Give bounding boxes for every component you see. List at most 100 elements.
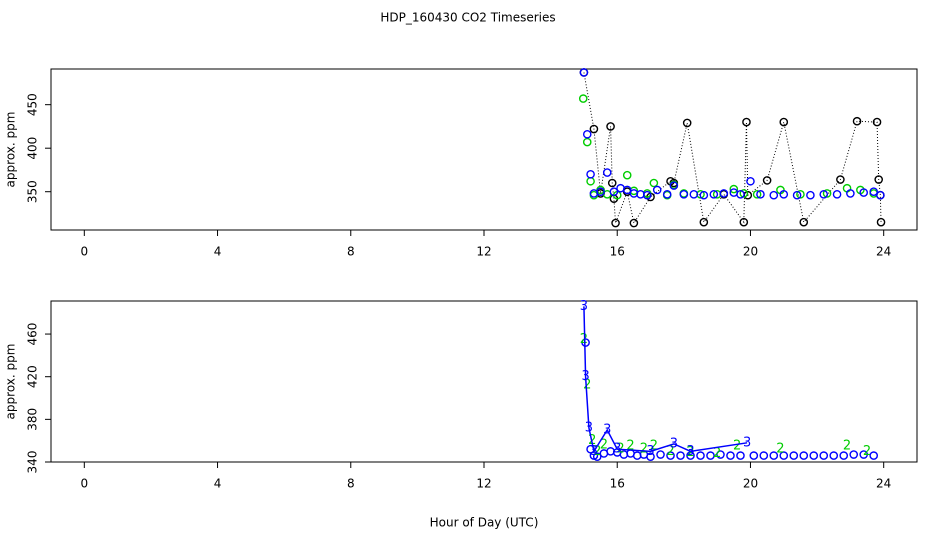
data-point	[699, 217, 709, 227]
data-point	[716, 450, 725, 459]
data-point	[806, 190, 815, 200]
data-point	[652, 185, 662, 195]
data-point	[696, 451, 705, 460]
data-point	[662, 190, 672, 199]
data-point	[706, 451, 715, 460]
data-point: 3	[743, 435, 751, 450]
data-point	[869, 187, 879, 197]
y-tick-label: 450	[26, 93, 40, 116]
data-point	[679, 190, 689, 199]
data-point	[819, 190, 829, 199]
data-point	[752, 190, 762, 199]
data-point	[582, 137, 592, 147]
series-line	[583, 306, 748, 454]
data-point	[699, 190, 709, 200]
data-point	[609, 187, 619, 197]
data-point	[792, 190, 802, 200]
data-point: 2	[863, 444, 871, 459]
data-point	[589, 124, 599, 134]
data-point	[646, 452, 655, 461]
data-point	[819, 451, 829, 460]
data-point: 3	[603, 423, 611, 438]
data-point	[779, 190, 789, 199]
x-tick-label: 4	[214, 245, 222, 259]
y-tick-label: 380	[26, 408, 40, 431]
data-point	[656, 450, 665, 459]
data-point	[578, 94, 588, 103]
data-point: 2	[580, 332, 588, 347]
data-point	[874, 175, 883, 184]
data-point: 3	[686, 444, 694, 459]
data-point: 3	[670, 436, 678, 451]
data-point	[582, 129, 592, 139]
chart-title: HDP_160430 CO2 Timeseries	[380, 11, 555, 25]
data-point	[829, 451, 839, 460]
data-point: 2	[583, 378, 591, 393]
data-point	[799, 451, 809, 460]
data-point	[596, 187, 605, 197]
data-point	[736, 451, 745, 460]
data-point	[649, 178, 659, 188]
data-point	[822, 189, 832, 198]
data-point	[592, 452, 602, 461]
data-point	[739, 189, 749, 198]
data-point	[642, 190, 652, 200]
data-point	[846, 189, 855, 198]
x-tick-label: 16	[610, 245, 625, 259]
plot-frame	[50, 68, 918, 231]
data-point	[756, 190, 765, 199]
data-point: 2	[626, 439, 634, 454]
data-point	[607, 178, 617, 188]
data-point	[611, 218, 620, 228]
data-point: 2	[600, 437, 608, 452]
x-tick-label: 12	[476, 245, 491, 259]
data-point: 2	[666, 444, 674, 459]
x-tick-label: 20	[743, 477, 758, 491]
data-point	[729, 184, 739, 194]
data-point	[859, 188, 869, 197]
x-tick-label: 24	[876, 245, 891, 259]
data-point: 3	[580, 299, 588, 314]
data-point	[852, 116, 862, 126]
data-point	[876, 217, 886, 227]
data-point: 2	[843, 439, 851, 454]
y-axis-label: approx. ppm	[4, 344, 18, 420]
data-point	[586, 170, 595, 179]
x-tick-label: 4	[214, 477, 222, 491]
x-tick-label: 8	[347, 245, 355, 259]
y-tick-label: 460	[26, 323, 40, 346]
data-point	[832, 190, 842, 199]
data-point	[739, 217, 749, 227]
data-point: 2	[593, 444, 601, 459]
data-point	[669, 181, 679, 190]
data-point	[736, 190, 745, 199]
data-point	[606, 122, 615, 131]
data-point	[799, 217, 809, 227]
data-point: 3	[581, 369, 589, 384]
data-point	[769, 190, 779, 200]
data-point	[759, 451, 769, 460]
y-tick-label: 420	[26, 365, 40, 388]
data-point	[779, 117, 789, 127]
data-point	[876, 190, 885, 200]
data-point	[836, 175, 845, 184]
data-point	[602, 168, 612, 177]
data-point	[809, 451, 819, 460]
plot-frame	[50, 300, 918, 463]
data-point	[719, 189, 729, 198]
x-axis-label: Hour of Day (UTC)	[430, 516, 539, 530]
data-point	[746, 176, 755, 186]
data-point: 2	[713, 446, 721, 461]
y-tick-label: 400	[26, 137, 40, 160]
x-tick-label: 12	[476, 477, 491, 491]
y-tick-label: 350	[26, 180, 40, 203]
data-point: 2	[686, 445, 694, 460]
y-axis-label: approx. ppm	[4, 112, 18, 188]
data-point: 2	[640, 442, 648, 457]
data-point	[869, 451, 879, 460]
data-point	[586, 176, 595, 186]
data-point	[676, 451, 685, 460]
data-point	[789, 451, 799, 460]
data-point	[796, 190, 805, 199]
